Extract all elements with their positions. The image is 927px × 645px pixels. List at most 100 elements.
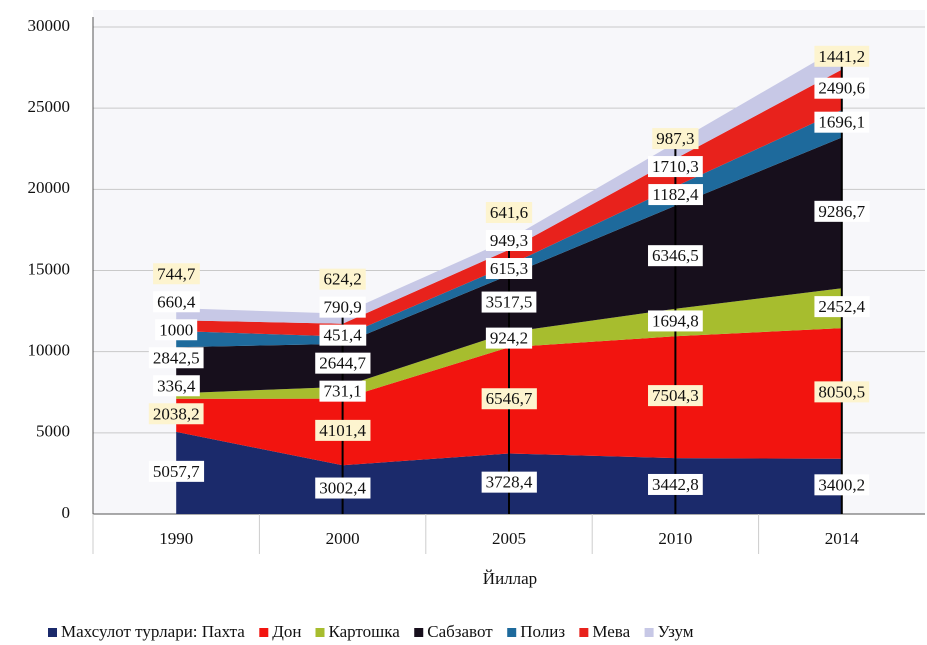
data-label-group: 3002,4 xyxy=(315,477,371,499)
legend-swatch xyxy=(507,628,517,637)
x-tick-label: 2000 xyxy=(326,529,360,548)
data-label-group: 1696,1 xyxy=(814,111,870,133)
legend-label: Дон xyxy=(272,622,301,641)
data-label: 5057,7 xyxy=(153,462,200,481)
data-label: 1710,3 xyxy=(652,157,699,176)
data-label-box xyxy=(481,291,537,313)
y-tick-label: 5000 xyxy=(36,422,70,441)
x-tick-label: 1990 xyxy=(159,529,193,548)
data-label-box xyxy=(814,381,870,403)
data-label-group: 2842,5 xyxy=(148,347,204,369)
data-label-box xyxy=(319,324,367,346)
data-label: 924,2 xyxy=(490,329,528,348)
data-label: 3517,5 xyxy=(486,293,533,312)
data-label-box xyxy=(148,403,204,425)
data-label-group: 3728,4 xyxy=(481,471,537,493)
y-tick-label: 0 xyxy=(62,503,71,522)
data-label: 6546,7 xyxy=(486,389,533,408)
data-label-group: 731,1 xyxy=(319,380,366,402)
data-label: 336,4 xyxy=(157,376,196,395)
data-label-group: 615,3 xyxy=(485,258,533,280)
data-label-box xyxy=(485,202,533,224)
legend-label: Узум xyxy=(658,622,694,641)
y-tick-label: 10000 xyxy=(28,341,71,360)
data-label: 2490,6 xyxy=(818,79,865,98)
data-label-box xyxy=(153,263,200,285)
data-label-box xyxy=(148,347,204,369)
legend-label: Полиз xyxy=(520,622,565,641)
data-label: 1696,1 xyxy=(818,113,865,132)
data-label-group: 949,3 xyxy=(485,230,533,252)
data-label-group: 2490,6 xyxy=(814,77,870,99)
data-label: 1182,4 xyxy=(652,185,699,204)
data-label: 624,2 xyxy=(323,270,361,289)
data-label-group: 1694,8 xyxy=(648,310,703,332)
y-tick-label: 20000 xyxy=(28,178,71,197)
data-label-box xyxy=(319,296,366,318)
area xyxy=(176,137,842,394)
data-label-box xyxy=(814,474,870,496)
data-label-group: 451,4 xyxy=(319,324,367,346)
data-label-group: 2038,2 xyxy=(148,403,204,425)
data-label-box xyxy=(485,230,533,252)
x-axis-label: Йиллар xyxy=(483,569,537,588)
data-label-group: 624,2 xyxy=(319,268,366,290)
data-label-group: 924,2 xyxy=(485,327,533,349)
x-tick-label: 2005 xyxy=(492,529,526,548)
data-label: 7504,3 xyxy=(652,386,699,405)
data-label: 9286,7 xyxy=(818,202,865,221)
data-label-box xyxy=(648,473,703,495)
data-label-box xyxy=(481,388,537,410)
data-label-box xyxy=(319,380,366,402)
data-label-group: 3442,8 xyxy=(648,473,703,495)
data-label-box xyxy=(814,200,870,222)
data-label-box xyxy=(648,310,703,332)
data-label: 2452,4 xyxy=(818,297,865,316)
data-label-box xyxy=(648,156,703,178)
data-label-group: 4101,4 xyxy=(315,419,371,441)
data-label: 3728,4 xyxy=(486,473,533,492)
data-label: 731,1 xyxy=(323,382,361,401)
data-label-group: 2644,7 xyxy=(315,352,371,374)
data-label: 2038,2 xyxy=(153,404,200,423)
data-label-box xyxy=(814,77,870,99)
data-label-group: 1182,4 xyxy=(648,184,703,206)
data-label-group: 987,3 xyxy=(652,128,699,150)
data-label-group: 1000 xyxy=(155,319,198,341)
y-tick-label: 30000 xyxy=(28,16,71,35)
data-label-group: 660,4 xyxy=(153,291,200,313)
data-label-box xyxy=(481,471,537,493)
data-label-box xyxy=(315,477,371,499)
legend-label: Сабзавот xyxy=(427,622,493,641)
data-label-group: 3400,2 xyxy=(814,474,870,496)
data-label-box xyxy=(153,291,200,313)
data-label: 8050,5 xyxy=(818,382,865,401)
data-label-box xyxy=(648,385,703,407)
data-label-group: 6546,7 xyxy=(481,388,537,410)
data-label-group: 336,4 xyxy=(153,375,200,397)
legend-label: Махсулот турлари: Пахта xyxy=(61,622,245,641)
data-label-box xyxy=(814,45,870,67)
data-label: 744,7 xyxy=(157,264,196,283)
data-label-box xyxy=(148,460,205,482)
data-label-box xyxy=(814,296,870,318)
data-label-box xyxy=(648,245,703,267)
data-label: 2842,5 xyxy=(153,348,200,367)
data-label-box xyxy=(315,419,371,441)
data-label-group: 5057,7 xyxy=(148,460,205,482)
data-label-group: 2452,4 xyxy=(814,296,870,318)
data-label-box xyxy=(814,111,870,133)
data-label-box xyxy=(648,184,703,206)
legend-label: Картошка xyxy=(329,622,401,641)
data-label-group: 1441,2 xyxy=(814,45,870,67)
data-label-box xyxy=(315,352,371,374)
y-tick-label: 25000 xyxy=(28,97,71,116)
data-label: 451,4 xyxy=(323,326,362,345)
data-label-group: 3517,5 xyxy=(481,291,537,313)
data-label: 987,3 xyxy=(656,129,694,148)
data-label-box xyxy=(319,268,366,290)
x-tick-label: 2014 xyxy=(825,529,860,548)
data-label-box xyxy=(652,128,699,150)
legend-swatch xyxy=(644,628,654,637)
